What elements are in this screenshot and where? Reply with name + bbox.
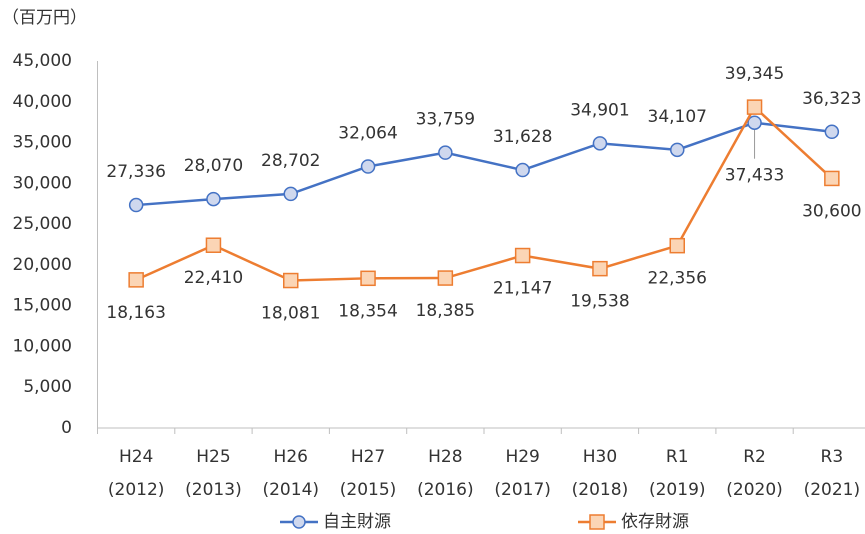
marker xyxy=(824,170,840,187)
x-tick-label: (2017) xyxy=(494,480,551,500)
marker xyxy=(438,145,453,160)
x-tick-label: (2020) xyxy=(726,480,783,500)
legend-marker xyxy=(292,515,306,529)
data-label: 22,356 xyxy=(648,269,707,289)
data-label: 34,107 xyxy=(648,107,707,127)
marker xyxy=(669,237,685,254)
data-label: 32,064 xyxy=(338,124,397,144)
marker xyxy=(746,99,763,115)
y-tick-label: 5,000 xyxy=(23,377,72,397)
data-label: 19,538 xyxy=(570,292,629,312)
marker xyxy=(283,272,299,289)
data-label: 34,901 xyxy=(570,100,629,120)
data-label: 21,147 xyxy=(493,279,552,299)
x-tick-label: H26 xyxy=(274,447,308,467)
y-tick-label: 10,000 xyxy=(13,336,72,356)
x-tick-label: R2 xyxy=(743,447,766,467)
data-label: 36,323 xyxy=(802,89,861,109)
x-tick-label: H24 xyxy=(119,447,153,467)
data-label: 33,759 xyxy=(416,110,475,130)
legend-label: 自主財源 xyxy=(323,512,391,532)
marker xyxy=(515,162,530,178)
marker xyxy=(437,270,454,286)
x-tick-label: R1 xyxy=(666,447,689,467)
marker xyxy=(592,136,608,151)
data-label: 28,702 xyxy=(261,151,320,171)
data-label: 37,433 xyxy=(725,166,784,186)
data-label: 18,385 xyxy=(416,301,475,321)
marker xyxy=(206,191,221,207)
y-tick-label: 0 xyxy=(61,418,72,438)
y-tick-label: 25,000 xyxy=(13,214,72,234)
y-tick-label: 45,000 xyxy=(13,51,72,71)
x-tick-label: H25 xyxy=(196,447,230,467)
marker xyxy=(128,197,144,213)
data-label: 22,410 xyxy=(184,268,243,288)
data-label: 18,081 xyxy=(261,304,320,324)
marker xyxy=(205,237,222,253)
data-label: 28,070 xyxy=(184,156,243,176)
marker xyxy=(360,159,376,174)
marker xyxy=(670,142,685,158)
y-tick-label: 20,000 xyxy=(13,255,72,275)
data-label: 18,354 xyxy=(338,301,397,321)
x-tick-label: (2015) xyxy=(340,480,397,500)
x-tick-label: (2018) xyxy=(572,480,629,500)
x-tick-label: R3 xyxy=(821,447,844,467)
data-label: 18,163 xyxy=(106,303,165,323)
x-tick-label: H30 xyxy=(583,447,617,467)
x-tick-label: (2014) xyxy=(262,480,319,500)
series-line xyxy=(136,121,832,207)
unit-label: （百万円） xyxy=(2,8,87,28)
x-tick-label: H29 xyxy=(505,447,539,467)
legend-marker xyxy=(589,514,605,530)
y-tick-label: 15,000 xyxy=(13,296,72,316)
y-tick-label: 30,000 xyxy=(13,173,72,193)
marker xyxy=(514,247,531,264)
series-line xyxy=(135,105,833,282)
marker xyxy=(747,115,762,130)
y-tick-label: 35,000 xyxy=(13,133,72,153)
marker xyxy=(824,124,840,140)
marker xyxy=(360,270,376,287)
data-label: 39,345 xyxy=(725,64,784,84)
legend-label: 依存財源 xyxy=(621,512,689,532)
marker xyxy=(592,260,608,277)
x-tick-label: (2021) xyxy=(804,480,861,500)
data-label: 30,600 xyxy=(802,201,861,221)
x-tick-label: (2013) xyxy=(185,480,242,500)
y-tick-label: 40,000 xyxy=(13,92,72,112)
x-tick-label: (2019) xyxy=(649,480,706,500)
x-tick-label: (2016) xyxy=(417,480,474,500)
data-label: 27,336 xyxy=(106,162,165,182)
x-tick-label: H27 xyxy=(351,447,385,467)
x-tick-label: (2012) xyxy=(108,480,165,500)
marker xyxy=(128,272,144,288)
x-tick-label: H28 xyxy=(428,447,462,467)
data-label: 31,628 xyxy=(493,127,552,147)
marker xyxy=(283,186,298,202)
